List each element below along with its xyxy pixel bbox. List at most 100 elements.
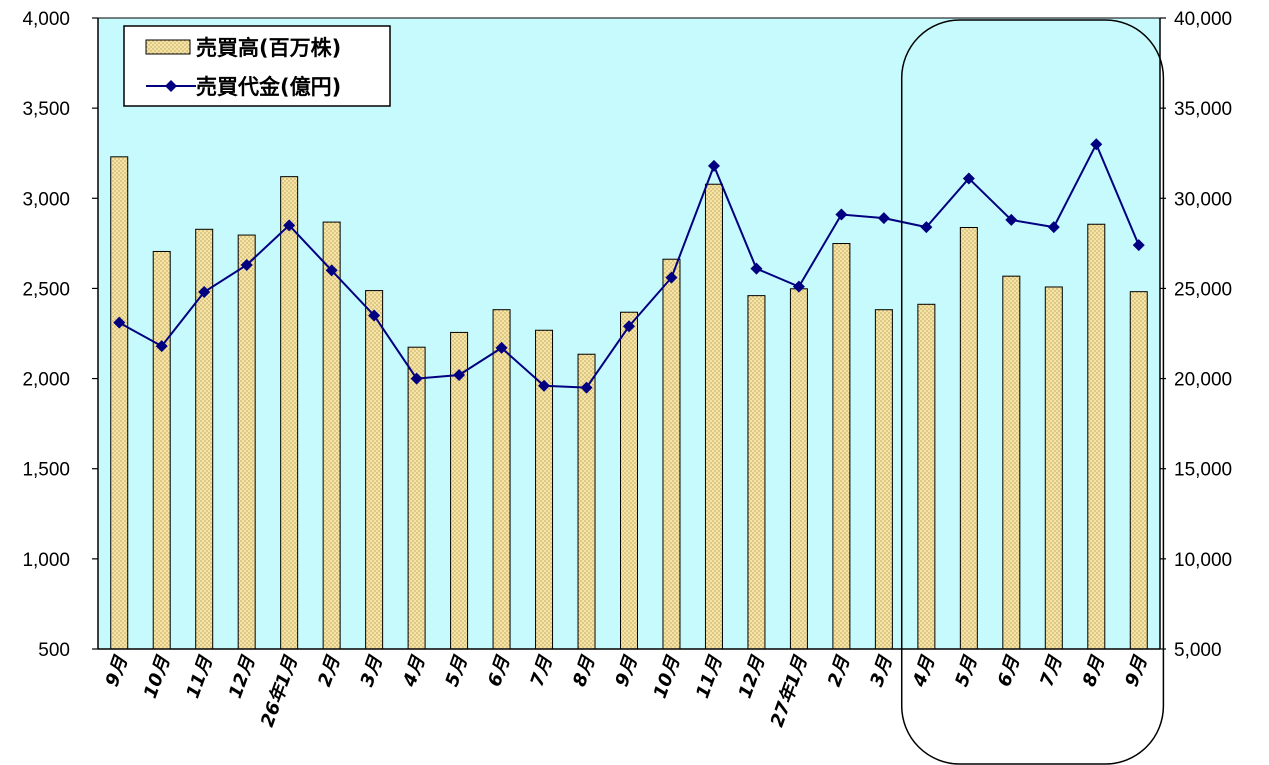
line-point — [410, 372, 423, 385]
right-tick-label: 30,000 — [1174, 189, 1232, 210]
x-tick-label: 26年1月 — [257, 653, 302, 730]
line-point — [113, 316, 126, 329]
right-tick-label: 20,000 — [1174, 370, 1232, 391]
left-tick-label: 3,500 — [22, 99, 70, 120]
line-point — [707, 159, 720, 172]
line-point — [877, 212, 890, 225]
bar — [1129, 291, 1148, 650]
bar — [152, 250, 171, 650]
x-tick-label: 4月 — [399, 653, 430, 691]
line-point — [920, 221, 933, 234]
x-tick-label: 2月 — [314, 653, 345, 690]
left-tick-label: 3,000 — [22, 189, 70, 210]
x-tick-label: 9月 — [612, 653, 643, 690]
legend-bar-label: 売買高(百万株) — [196, 36, 341, 60]
x-tick-label: 12月 — [225, 653, 260, 702]
x-tick-label: 3月 — [866, 653, 897, 690]
x-tick-label: 10月 — [650, 653, 685, 702]
line-point — [792, 280, 805, 293]
line-point — [538, 379, 551, 392]
line-point — [1090, 138, 1103, 151]
left-tick-label: 4,000 — [22, 9, 70, 30]
x-tick-label: 3月 — [357, 653, 388, 690]
x-tick-label: 10月 — [140, 653, 175, 702]
line-point — [665, 271, 678, 284]
x-tick-label: 7月 — [527, 653, 558, 690]
x-tick-label: 5月 — [951, 653, 982, 690]
bar — [407, 346, 426, 650]
bar — [577, 353, 596, 650]
legend-line-label: 売買代金(億円) — [196, 75, 341, 99]
x-tick-label: 5月 — [442, 653, 473, 690]
left-axis: 500 1,000 1,500 2,000 2,500 3,000 3,500 4,000 — [22, 9, 98, 661]
bar — [789, 288, 808, 650]
right-tick-label: 35,000 — [1174, 99, 1232, 120]
bar — [662, 258, 681, 650]
line-point — [623, 320, 635, 333]
left-tick-label: 500 — [38, 640, 70, 661]
line-point — [580, 381, 593, 394]
line-point — [198, 286, 211, 299]
right-tick-label: 15,000 — [1174, 460, 1232, 481]
bar — [832, 243, 851, 650]
legend-box — [123, 25, 391, 107]
left-tick-label: 2,000 — [22, 370, 70, 391]
bar — [110, 156, 129, 650]
x-tick-label: 9月 — [102, 653, 133, 690]
line-point — [368, 309, 381, 322]
line-point — [283, 219, 296, 232]
x-tick-label: 9月 — [1121, 653, 1152, 690]
line-point — [1132, 239, 1145, 252]
line-point — [453, 368, 466, 381]
bar — [1002, 275, 1021, 650]
line-series — [113, 138, 1145, 394]
x-tick-label: 6月 — [994, 653, 1025, 690]
line-point — [962, 172, 975, 185]
left-tick-label: 1,000 — [22, 550, 70, 571]
x-tick-label: 11月 — [182, 653, 217, 702]
bar — [322, 221, 341, 650]
bar — [620, 311, 638, 650]
bar-series — [110, 156, 1148, 650]
bar — [747, 295, 766, 650]
line-point — [325, 264, 338, 277]
x-tick-label: 8月 — [569, 653, 600, 690]
right-tick-label: 40,000 — [1174, 9, 1232, 30]
right-tick-label: 25,000 — [1174, 279, 1232, 300]
x-tick-label: 27年1月 — [767, 653, 812, 730]
left-tick-label: 2,500 — [22, 279, 70, 300]
x-tick-label: 6月 — [484, 653, 515, 690]
line-point — [835, 208, 848, 221]
left-tick-label: 1,500 — [22, 460, 70, 481]
right-axis: 5,000 10,000 15,000 20,000 25,000 30,000 35,00… — [1160, 9, 1232, 661]
x-tick-label: 4月 — [909, 653, 940, 691]
line-point — [155, 340, 168, 353]
highlight-outline — [900, 19, 1165, 765]
bar — [1087, 223, 1106, 650]
line-point — [1005, 213, 1018, 226]
bar — [280, 176, 299, 650]
legend-line-marker — [165, 80, 177, 92]
x-tick-label: 11月 — [692, 653, 727, 702]
bar — [535, 329, 554, 650]
line-point — [240, 258, 253, 271]
legend-bar-swatch — [145, 39, 191, 55]
bar — [492, 309, 511, 650]
x-tick-label: 8月 — [1079, 653, 1110, 690]
bar — [1044, 286, 1063, 650]
right-tick-label: 5,000 — [1174, 640, 1222, 661]
line-point — [750, 262, 763, 275]
line-point — [495, 341, 508, 354]
right-tick-label: 10,000 — [1174, 550, 1232, 571]
bar — [365, 290, 384, 650]
bar — [874, 309, 893, 650]
x-tick-label: 2月 — [824, 653, 855, 690]
line-point — [1047, 221, 1060, 234]
bar — [959, 226, 978, 650]
bar — [704, 183, 723, 650]
x-tick-label: 7月 — [1036, 653, 1067, 690]
legend: 売買高(百万株) 売買代金(億円) — [123, 25, 391, 107]
x-tick-label: 12月 — [735, 653, 770, 702]
bar — [917, 303, 936, 650]
